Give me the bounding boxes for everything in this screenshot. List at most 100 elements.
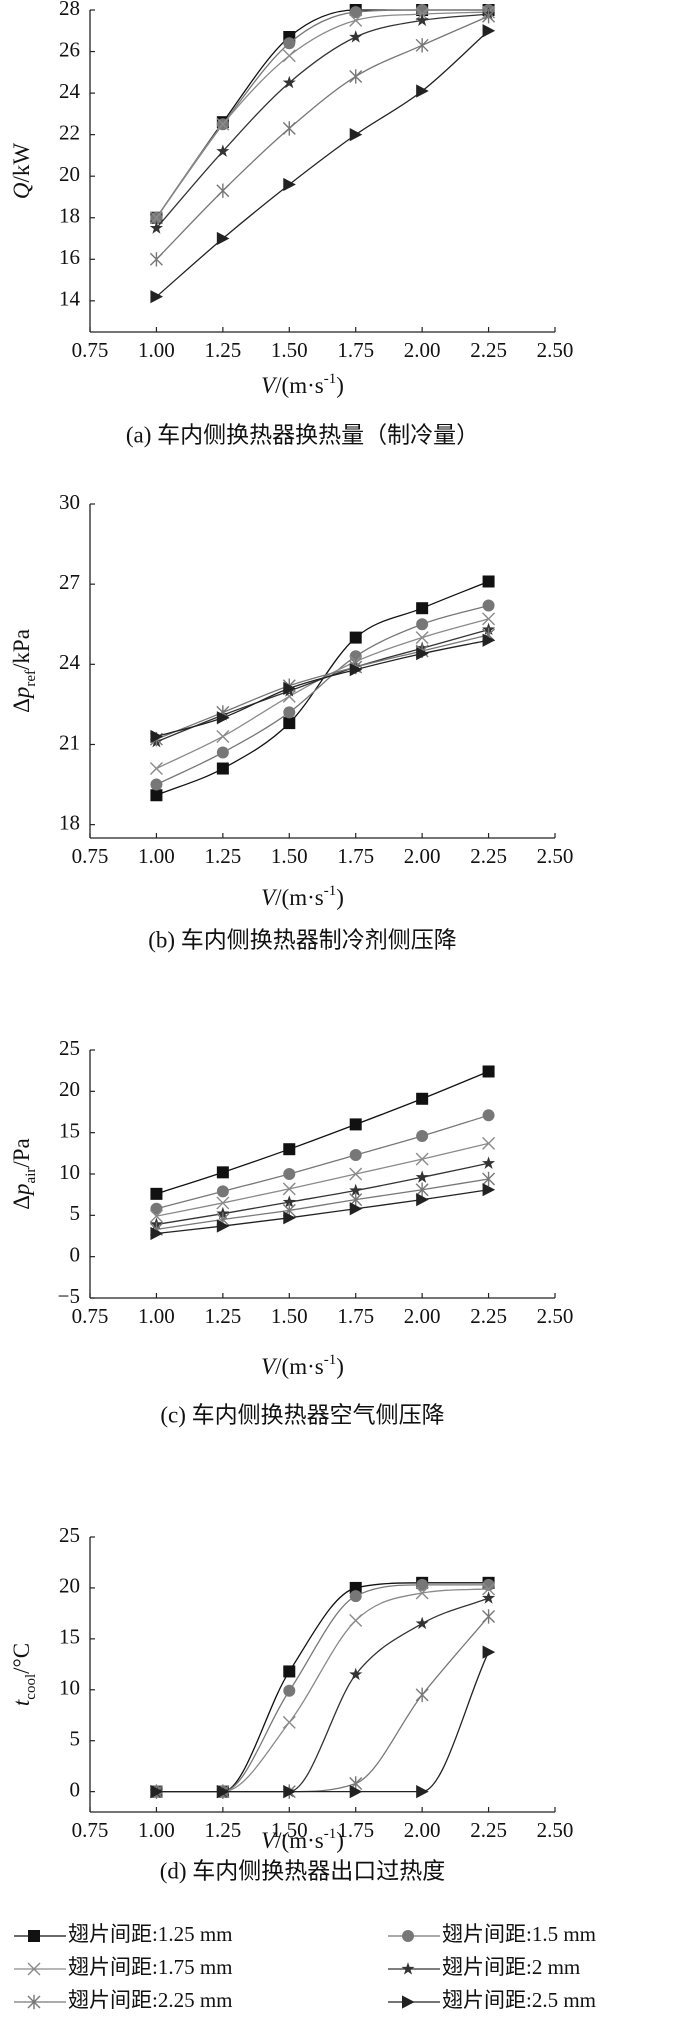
y-tick-label: 24	[59, 79, 81, 103]
marker-triangle	[349, 1202, 363, 1216]
label-part: /(m·s	[275, 373, 324, 398]
marker-square	[150, 1187, 163, 1200]
marker-triangle	[150, 1226, 164, 1241]
marker-circle	[216, 746, 229, 759]
label-part: /°C	[9, 1643, 34, 1674]
series-line	[155, 13, 489, 229]
y-axis-label: Q/kW	[9, 143, 34, 200]
marker-cross	[216, 1196, 230, 1210]
marker-triangle	[216, 711, 230, 725]
label-part: /(m·s	[275, 1828, 324, 1853]
x-tick-label: 1.25	[204, 844, 241, 868]
y-tick-label: 16	[59, 245, 80, 269]
x-tick-label: 1.75	[337, 1818, 374, 1842]
marker-square	[283, 717, 296, 730]
x-tick-label: 1.00	[138, 1304, 175, 1328]
x-tick-label: 2.25	[470, 1304, 507, 1328]
y-axis-label: Δpref/kPa	[9, 629, 39, 713]
x-tick-label: 2.50	[537, 1304, 574, 1328]
marker-circle	[283, 706, 296, 719]
x-tick-label: 0.75	[72, 844, 109, 868]
marker-asterisk	[149, 252, 163, 267]
marker-asterisk	[27, 1994, 41, 2010]
x-tick-label: 1.25	[204, 1304, 241, 1328]
series-line	[156, 1597, 489, 1793]
marker-cross	[216, 117, 230, 131]
chart: 18 21 24 27 30 0.75 1.00 1.25 1.50 1.75 2.00 2.25 2.…	[9, 490, 573, 952]
label-part: V	[261, 885, 278, 910]
label-part: /(m·s	[275, 1354, 324, 1379]
x-tick-label: 1.75	[337, 844, 374, 868]
marker-triangle	[150, 290, 164, 304]
y-tick-label: 21	[59, 730, 80, 754]
marker-asterisk	[482, 9, 496, 24]
y-tick-label: 26	[59, 37, 80, 61]
legend: 翅片间距:1.25 mm 翅片间距:1.5 mm 翅片间距:1.75 mm 翅片间距:…	[14, 1922, 596, 2012]
marker-circle	[416, 1578, 429, 1591]
x-tick-label: 1.50	[271, 1818, 308, 1842]
series-line	[156, 618, 489, 770]
marker-triangle	[216, 231, 230, 246]
marker-triangle	[416, 1193, 429, 1207]
y-axis-label: tcool/°C	[9, 1643, 39, 1706]
y-tick-label: 10	[59, 1676, 80, 1700]
x-tick-label: 1.00	[138, 844, 175, 868]
label-part: )	[336, 1354, 344, 1379]
y-tick-label: 0	[70, 1777, 81, 1801]
y-tick-label: 5	[70, 1727, 81, 1751]
label-part: -1	[324, 1826, 337, 1842]
x-tick-label: 2.00	[404, 338, 441, 362]
legend-label: 翅片间距:2.5 mm	[442, 1988, 596, 2012]
label-part: /kW	[9, 143, 34, 183]
marker-asterisk	[482, 1609, 496, 1624]
marker-cross	[282, 1182, 296, 1196]
marker-triangle	[402, 1995, 415, 2009]
x-tick-label: 2.25	[470, 1818, 507, 1842]
x-tick-label: 1.25	[204, 338, 241, 362]
x-tick-label: 1.00	[138, 338, 175, 362]
marker-circle	[349, 1590, 362, 1603]
marker-circle	[216, 1185, 229, 1198]
marker-star	[415, 1616, 429, 1630]
label-part: V	[261, 1828, 278, 1853]
marker-asterisk	[415, 38, 429, 53]
caption: (c) 车内侧换热器空气侧压降	[160, 1402, 444, 1427]
caption: (b) 车内侧换热器制冷剂侧压降	[148, 927, 457, 952]
x-tick-label: 1.50	[271, 338, 308, 362]
label-part: Δ	[9, 1195, 34, 1210]
marker-circle	[416, 618, 429, 631]
series-line	[155, 9, 489, 219]
caption: (d) 车内侧换热器出口过热度	[160, 1858, 446, 1883]
y-tick-label: 0	[70, 1242, 81, 1266]
x-tick-label: 1.25	[204, 1818, 241, 1842]
marker-cross	[349, 13, 363, 27]
marker-cross	[27, 1962, 41, 1976]
label-part: )	[336, 373, 344, 398]
y-tick-label: 5	[70, 1201, 81, 1225]
label-part: ref	[23, 670, 39, 687]
series-line	[156, 1582, 489, 1793]
y-tick-label: 20	[59, 162, 80, 186]
x-axis-label: V/(m·s-1)	[261, 883, 344, 910]
marker-cross	[482, 612, 496, 626]
label-part: Q	[9, 182, 34, 199]
marker-circle	[283, 1168, 296, 1180]
marker-cross	[482, 1582, 496, 1596]
marker-circle	[482, 1578, 495, 1591]
marker-star	[482, 1156, 496, 1169]
marker-triangle	[349, 1785, 363, 1799]
series-line	[156, 1142, 489, 1217]
chart: −5 0 5 10 15 20 25 0.75 1.00 1.25 1.50 1.75 2.00 2.25…	[9, 1036, 573, 1427]
marker-triangle	[416, 84, 429, 98]
label-part: Δ	[9, 698, 34, 713]
x-tick-label: 2.00	[404, 1818, 441, 1842]
marker-circle	[482, 599, 495, 612]
series-line	[156, 1189, 489, 1235]
marker-star	[149, 221, 163, 234]
marker-square	[283, 1665, 296, 1678]
series-line	[156, 639, 489, 738]
x-tick-label: 1.00	[138, 1818, 175, 1842]
y-tick-label: 20	[59, 1574, 80, 1598]
marker-star	[401, 1962, 415, 1975]
